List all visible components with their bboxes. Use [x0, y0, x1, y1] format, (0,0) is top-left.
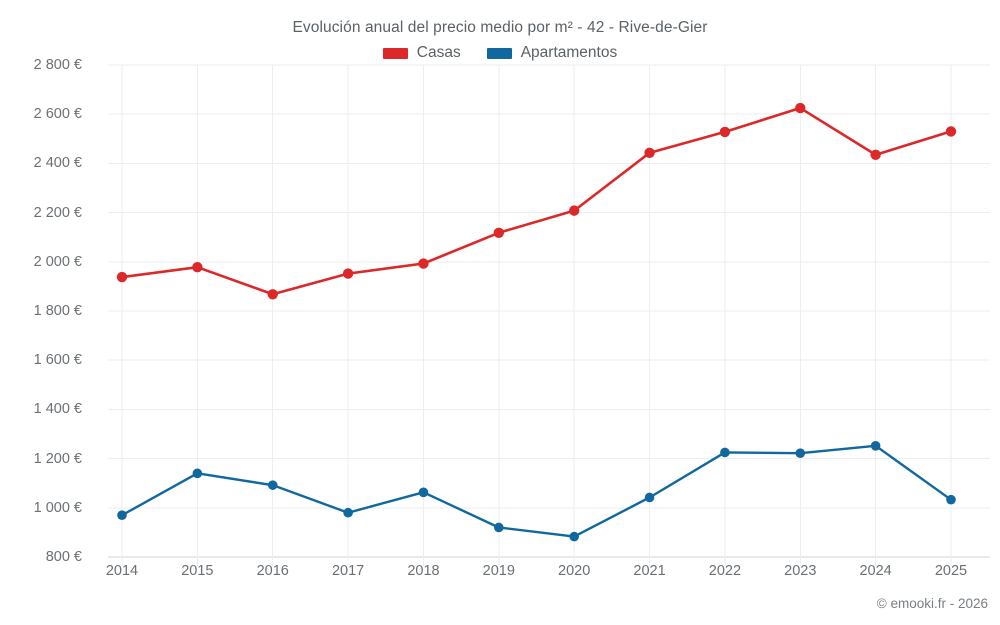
x-axis-tick-label: 2025: [934, 563, 968, 579]
series-line-casas: [120, 106, 953, 296]
data-point-casas-2018[interactable]: [418, 258, 429, 269]
legend-item-casas[interactable]: Casas: [382, 44, 461, 62]
data-point-apartamentos-2014[interactable]: [117, 510, 127, 520]
x-axis-tick-label: 2017: [331, 563, 365, 579]
x-axis-tick-label: 2022: [708, 563, 742, 579]
x-axis-tick-label: 2024: [859, 563, 892, 579]
data-point-casas-2016[interactable]: [267, 289, 278, 300]
y-axis-tick-label: 2 400 €: [33, 155, 82, 172]
legend-swatch-casas: [382, 47, 408, 59]
data-point-casas-2025[interactable]: [945, 126, 957, 137]
data-point-casas-2015[interactable]: [192, 262, 203, 273]
x-axis-tick-label: 2023: [784, 563, 817, 579]
data-point-apartamentos-2025[interactable]: [946, 494, 956, 505]
data-point-apartamentos-2022[interactable]: [720, 447, 730, 458]
y-axis-tick-label: 800 €: [45, 549, 82, 565]
data-point-apartamentos-2019[interactable]: [494, 522, 504, 533]
legend-swatch-apartamentos: [486, 47, 512, 59]
data-point-casas-2021[interactable]: [644, 147, 655, 159]
x-axis-tick-label: 2018: [407, 563, 440, 579]
y-axis-tick-label: 1 000 €: [33, 499, 82, 516]
data-point-apartamentos-2021[interactable]: [644, 492, 655, 503]
data-point-apartamentos-2020[interactable]: [569, 531, 579, 542]
data-point-casas-2017[interactable]: [342, 268, 354, 279]
data-point-casas-2022[interactable]: [719, 126, 731, 138]
x-axis-tick-label: 2015: [181, 563, 214, 579]
y-axis-tick-label: 1 200 €: [33, 450, 82, 467]
y-axis-tick-label: 1 600 €: [33, 352, 82, 369]
x-axis-tick-label: 2020: [558, 563, 591, 579]
chart-title: Evolución anual del precio medio por m² …: [292, 19, 708, 36]
data-point-casas-2020[interactable]: [568, 205, 580, 216]
y-axis-tick-label: 2 800 €: [33, 57, 82, 73]
data-point-apartamentos-2016[interactable]: [267, 480, 278, 490]
data-point-apartamentos-2024[interactable]: [870, 441, 881, 451]
y-axis-tick-label: 1 400 €: [33, 401, 82, 418]
y-axis-tick-label: 2 600 €: [33, 106, 82, 123]
legend-item-apartamentos[interactable]: Apartamentos: [486, 44, 618, 62]
legend-label-casas: Casas: [416, 44, 461, 61]
legend-label-apartamentos: Apartamentos: [520, 44, 618, 61]
y-axis-tick-label: 2 200 €: [33, 204, 82, 221]
data-point-casas-2023[interactable]: [795, 102, 806, 114]
data-point-casas-2019[interactable]: [493, 227, 505, 238]
x-axis-tick-label: 2021: [633, 563, 666, 579]
data-point-apartamentos-2015[interactable]: [192, 468, 203, 479]
series-line-apartamentos: [120, 444, 953, 538]
data-point-casas-2014[interactable]: [116, 271, 128, 283]
chart-legend: Casas Apartamentos: [0, 44, 1000, 62]
copyright-credit: © emooki.fr - 2026: [876, 596, 988, 611]
x-axis-tick-label: 2019: [482, 563, 515, 579]
x-axis-tick-label: 2014: [105, 563, 139, 579]
data-point-apartamentos-2018[interactable]: [418, 487, 429, 498]
data-point-apartamentos-2017[interactable]: [343, 507, 353, 518]
y-axis-tick-label: 2 000 €: [33, 253, 82, 270]
x-axis-tick-label: 2016: [256, 563, 289, 579]
data-point-casas-2024[interactable]: [870, 149, 881, 160]
y-axis-tick-label: 1 800 €: [33, 303, 82, 319]
data-point-apartamentos-2023[interactable]: [795, 448, 806, 458]
